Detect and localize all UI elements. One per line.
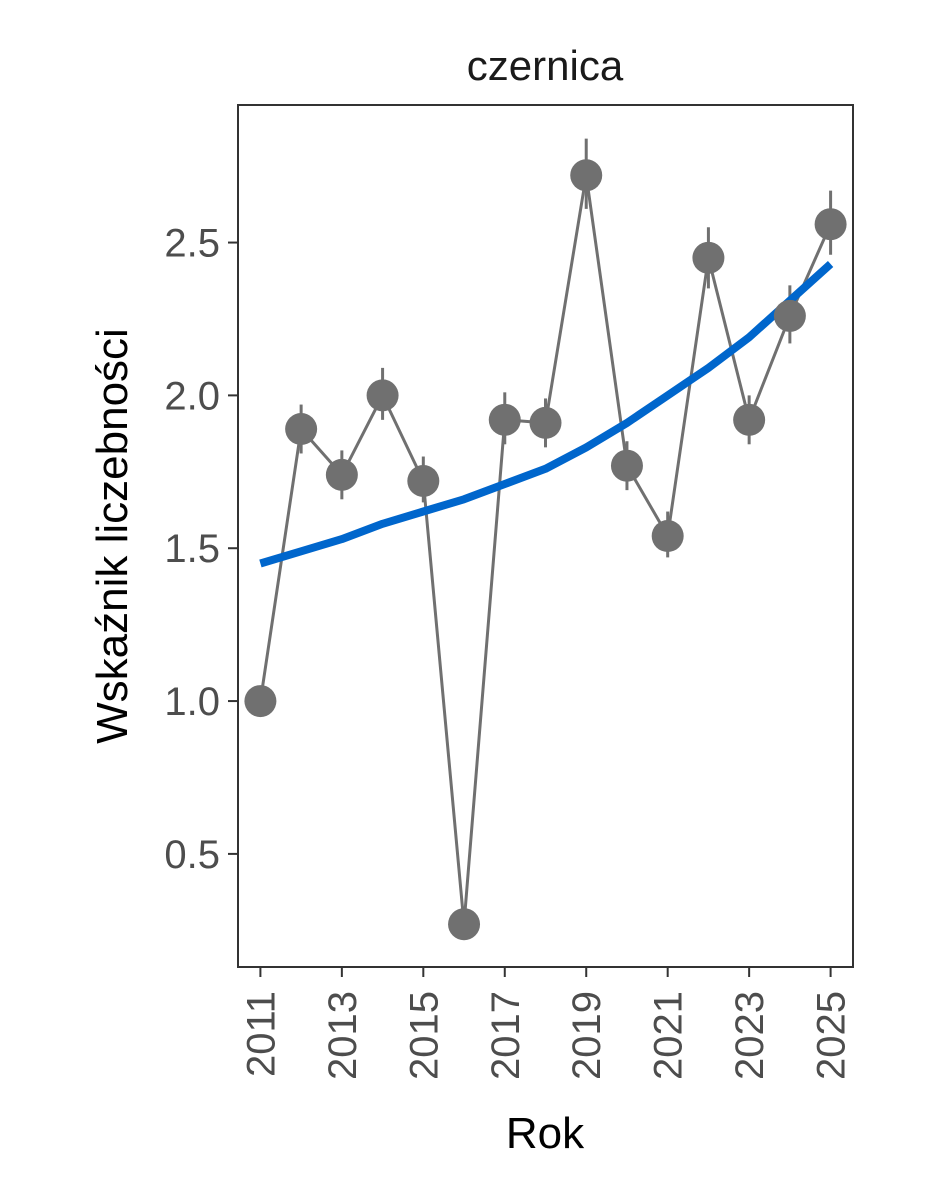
y-tick-label-0.5: 0.5 bbox=[164, 833, 220, 877]
series-line-trend bbox=[259, 261, 834, 568]
chart-title: czernica bbox=[467, 42, 624, 89]
data-point-2023 bbox=[733, 403, 766, 436]
x-tick-label-2025: 2025 bbox=[810, 991, 854, 1080]
data-point-2024 bbox=[773, 299, 806, 332]
series-line-observed bbox=[258, 175, 832, 925]
data-point-2022 bbox=[692, 241, 725, 274]
y-axis: 0.5 1.0 1.5 2.0 2.5 bbox=[164, 222, 238, 877]
x-tick-label-2015: 2015 bbox=[402, 991, 446, 1080]
data-point-2019 bbox=[570, 159, 603, 192]
x-axis-title: Rok bbox=[506, 1109, 585, 1158]
x-tick-label-2011: 2011 bbox=[239, 991, 283, 1077]
y-tick-label-1.5: 1.5 bbox=[164, 527, 220, 571]
plot-area bbox=[244, 138, 847, 941]
data-point-2021 bbox=[651, 520, 684, 552]
data-point-2016 bbox=[448, 908, 481, 941]
y-tick-label-2.5: 2.5 bbox=[164, 222, 220, 266]
data-point-2014 bbox=[366, 379, 399, 412]
x-tick-label-2019: 2019 bbox=[565, 991, 609, 1080]
data-point-2011 bbox=[244, 685, 277, 718]
plot-panel-border bbox=[237, 104, 854, 968]
data-point-2018 bbox=[529, 406, 562, 439]
y-tick-label-1.0: 1.0 bbox=[164, 680, 220, 724]
data-point-2025 bbox=[814, 208, 847, 241]
x-tick-label-2023: 2023 bbox=[728, 991, 772, 1080]
x-tick-label-2013: 2013 bbox=[321, 991, 365, 1080]
x-axis: 2011 2013 2015 2017 2019 2021 2023 2025 bbox=[239, 967, 854, 1080]
y-tick-label-2.0: 2.0 bbox=[164, 374, 220, 418]
y-axis-title: Wskaźnik liczebności bbox=[88, 328, 137, 744]
data-point-2020 bbox=[610, 449, 643, 482]
data-point-2013 bbox=[325, 458, 358, 491]
data-point-2017 bbox=[488, 403, 521, 436]
x-tick-label-2017: 2017 bbox=[484, 991, 528, 1080]
data-point-2012 bbox=[285, 413, 318, 446]
data-point-2015 bbox=[407, 464, 440, 497]
x-tick-label-2021: 2021 bbox=[647, 991, 691, 1080]
